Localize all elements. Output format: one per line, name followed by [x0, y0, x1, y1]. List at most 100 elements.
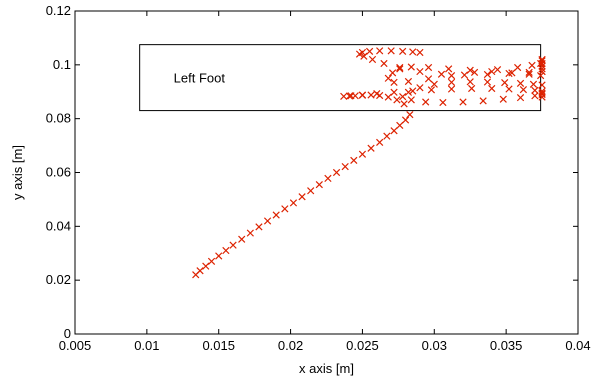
- data-point-marker: [437, 70, 446, 78]
- y-tick-label: 0.04: [46, 218, 71, 233]
- data-point-marker: [427, 86, 436, 94]
- data-point-marker: [350, 156, 358, 165]
- data-point-marker: [538, 90, 546, 99]
- data-point-marker: [358, 48, 367, 57]
- data-point-marker: [324, 174, 332, 183]
- data-point-marker: [215, 252, 223, 260]
- data-point-marker: [531, 86, 539, 95]
- y-axis-label: y axis [m]: [10, 145, 25, 200]
- data-point-marker: [538, 87, 546, 95]
- data-point-marker: [519, 85, 528, 94]
- data-point-marker: [531, 92, 539, 100]
- data-point-marker: [529, 80, 538, 88]
- data-point-marker: [445, 65, 453, 73]
- data-point-marker: [466, 78, 474, 86]
- data-point-marker: [388, 69, 397, 77]
- data-point-marker: [222, 246, 230, 255]
- data-point-marker: [538, 65, 546, 73]
- data-point-marker: [459, 98, 467, 106]
- data-point-marker: [422, 98, 430, 106]
- y-tick-label: 0.02: [46, 272, 71, 287]
- data-point-marker: [390, 88, 398, 96]
- data-point-marker: [514, 63, 522, 72]
- plot-area: [74, 10, 579, 335]
- data-point-marker: [538, 89, 546, 97]
- data-point-marker: [404, 88, 413, 96]
- data-point-marker: [376, 138, 384, 146]
- data-point-marker: [424, 63, 433, 72]
- data-point-marker: [488, 67, 496, 76]
- data-point-marker: [289, 199, 298, 207]
- x-axis-ticks: 0.005 0.01 0.015 0.02 0.025 0.03 0.035 0.04: [59, 11, 591, 353]
- data-point-marker: [196, 267, 204, 275]
- data-point-marker: [376, 47, 384, 55]
- data-point-marker: [447, 85, 456, 93]
- data-point-marker: [399, 92, 407, 101]
- data-point-marker: [499, 95, 507, 103]
- data-point-marker: [332, 168, 341, 177]
- data-point-marker: [238, 235, 246, 243]
- data-point-marker: [202, 262, 210, 270]
- data-point-marker: [207, 257, 216, 265]
- data-point-marker: [416, 67, 424, 76]
- data-point-marker: [368, 55, 377, 64]
- data-point-marker: [246, 229, 254, 237]
- data-point-marker: [345, 92, 354, 100]
- data-point-marker: [255, 223, 263, 231]
- data-point-marker: [409, 87, 417, 95]
- data-point-marker: [483, 70, 492, 79]
- data-point-marker: [396, 65, 404, 73]
- data-point-marker: [505, 85, 513, 93]
- data-point-marker: [360, 52, 368, 60]
- data-point-marker: [384, 74, 392, 82]
- data-point-marker: [400, 100, 408, 108]
- data-point-marker: [430, 80, 438, 88]
- data-point-marker: [447, 78, 456, 86]
- data-point-marker: [447, 71, 456, 80]
- data-point-marker: [537, 71, 545, 80]
- x-tick-label: 0.04: [565, 338, 590, 353]
- data-point-marker: [505, 69, 513, 78]
- data-point-marker: [358, 91, 367, 99]
- data-point-marker: [483, 78, 492, 86]
- left-foot-rectangle: [139, 44, 542, 112]
- data-point-marker: [407, 96, 415, 104]
- y-tick-label: 0.08: [46, 111, 71, 126]
- data-point-marker: [272, 211, 280, 219]
- data-point-marker: [404, 77, 413, 86]
- data-point-marker: [347, 92, 355, 100]
- data-point-marker: [525, 70, 533, 78]
- y-tick-label: 0.12: [46, 3, 71, 18]
- y-tick-label: 0: [64, 326, 71, 341]
- data-point-marker: [538, 55, 546, 64]
- annotation-layer: Left Foot: [139, 44, 542, 112]
- x-tick-label: 0.03: [422, 338, 447, 353]
- data-points: [192, 47, 546, 279]
- data-point-marker: [340, 92, 348, 100]
- data-point-marker: [479, 97, 487, 105]
- data-point-marker: [367, 144, 375, 152]
- data-point-marker: [538, 81, 546, 89]
- data-point-marker: [281, 205, 289, 213]
- data-point-marker: [516, 94, 525, 102]
- data-point-marker: [416, 84, 424, 92]
- data-point-marker: [387, 47, 395, 55]
- data-point-marker: [439, 98, 447, 107]
- data-point-marker: [399, 47, 407, 55]
- data-point-marker: [373, 90, 381, 98]
- axes-box: [74, 10, 579, 335]
- data-point-marker: [307, 187, 315, 195]
- x-axis-label: x axis [m]: [299, 361, 354, 376]
- y-axis-ticks: 0 0.02 0.04 0.06 0.08 0.1 0.12: [46, 3, 578, 341]
- data-point-marker: [516, 79, 525, 88]
- data-point-marker: [358, 150, 367, 158]
- data-point-marker: [365, 47, 374, 55]
- data-point-marker: [401, 116, 410, 124]
- data-point-marker: [466, 66, 474, 74]
- data-point-marker: [341, 162, 349, 171]
- data-point-marker: [367, 91, 375, 99]
- data-point-marker: [384, 93, 392, 101]
- data-point-marker: [298, 193, 306, 201]
- data-point-marker: [501, 78, 509, 87]
